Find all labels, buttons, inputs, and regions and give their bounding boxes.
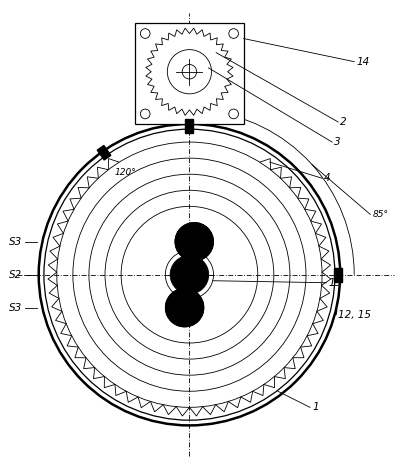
Circle shape xyxy=(175,222,214,261)
Circle shape xyxy=(165,288,204,327)
Text: S3: S3 xyxy=(9,303,23,313)
Bar xyxy=(334,268,342,282)
Circle shape xyxy=(170,256,209,294)
Text: 12, 15: 12, 15 xyxy=(338,310,371,320)
Text: S3: S3 xyxy=(9,237,23,247)
Text: 1: 1 xyxy=(312,402,319,412)
Circle shape xyxy=(175,222,214,261)
Bar xyxy=(185,119,194,133)
Text: S2: S2 xyxy=(9,270,23,280)
Circle shape xyxy=(165,288,204,327)
Text: 13: 13 xyxy=(328,278,341,287)
Text: 3: 3 xyxy=(334,137,341,147)
Text: 85°: 85° xyxy=(372,210,388,219)
Text: 2: 2 xyxy=(340,117,347,127)
Text: 4: 4 xyxy=(324,173,331,183)
Text: 120°: 120° xyxy=(114,168,136,177)
Text: 14: 14 xyxy=(356,57,369,67)
Bar xyxy=(97,145,111,160)
Bar xyxy=(135,23,244,124)
